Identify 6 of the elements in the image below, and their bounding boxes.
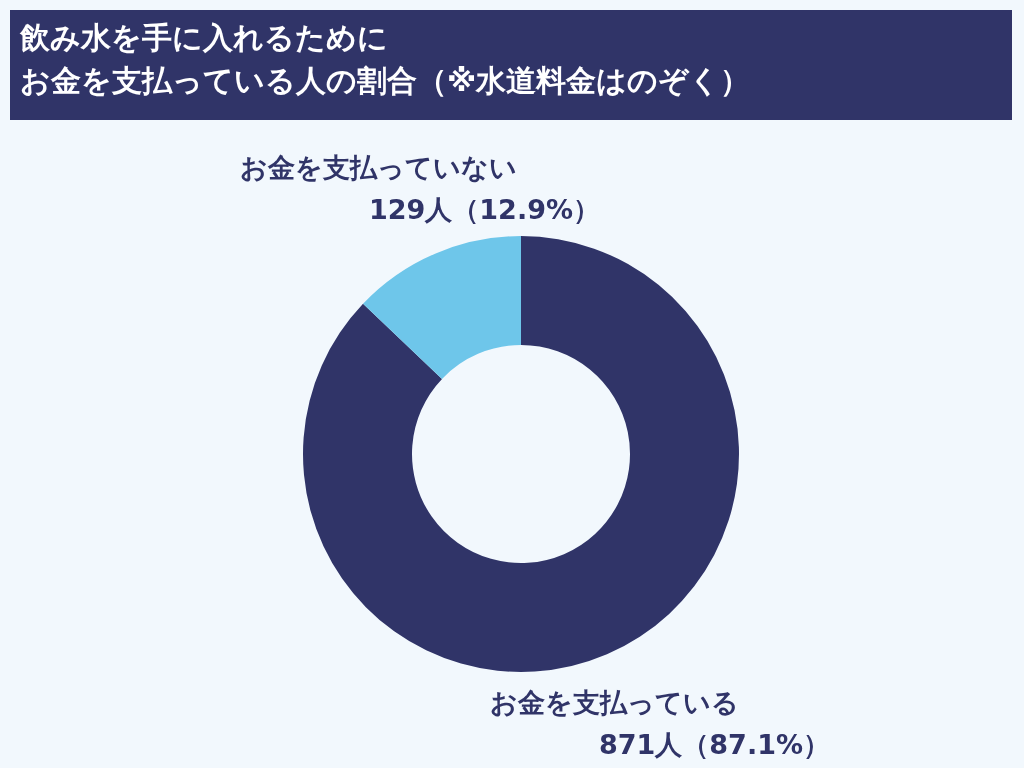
chart-subtitle: お金を支払っている人の割合（※水道料金はのぞく） xyxy=(20,62,752,100)
slice-label: お金を支払っている xyxy=(490,687,739,719)
data-label: 871人（87.1%） xyxy=(598,729,830,761)
data-label: 129人（12.9%） xyxy=(368,194,600,226)
chart-title: 飲み水を手に入れるために xyxy=(20,19,389,57)
slice-label: お金を支払っていない xyxy=(240,152,517,184)
